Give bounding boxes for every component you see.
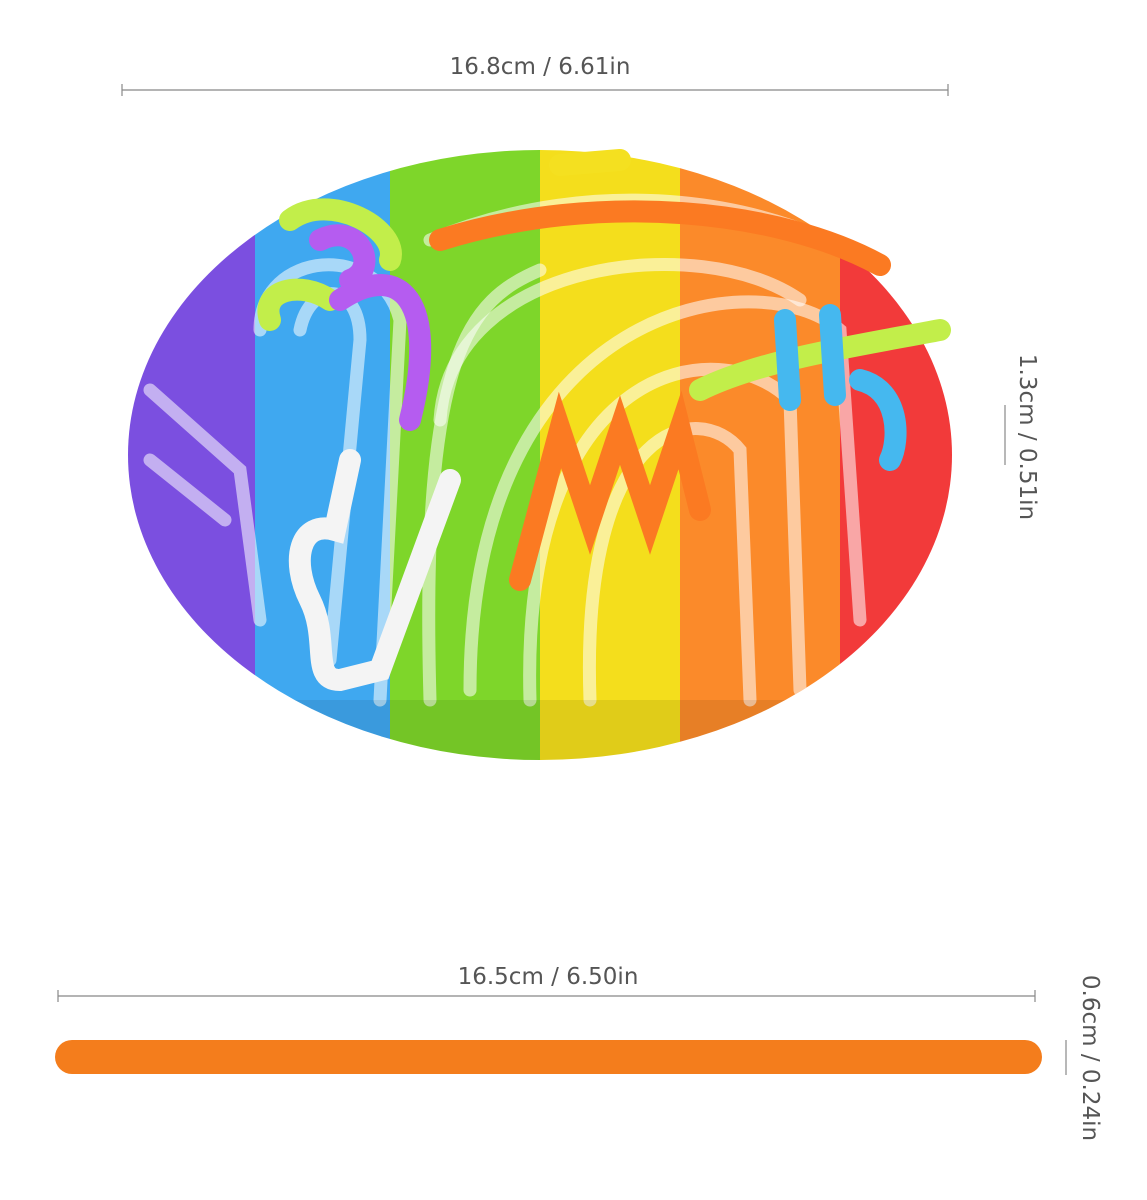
- height-label: 1.3cm / 0.51in: [1014, 354, 1040, 520]
- rod-thickness-label: 0.6cm / 0.24in: [1077, 975, 1103, 1141]
- rod-length-label: 16.5cm / 6.50in: [458, 964, 639, 990]
- width-label: 16.8cm / 6.61in: [450, 54, 631, 80]
